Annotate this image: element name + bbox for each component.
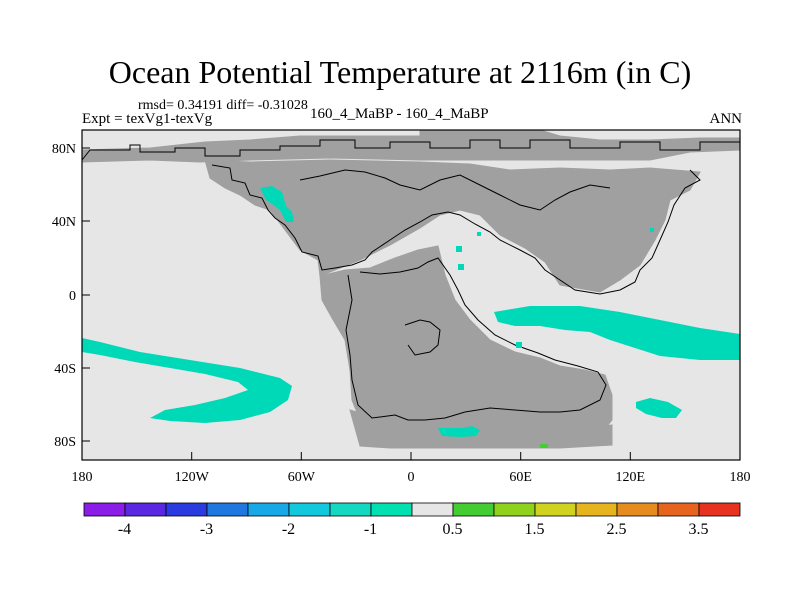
case-label: 160_4_MaBP - 160_4_MaBP [310, 106, 489, 122]
coastline-north-america [211, 164, 701, 295]
anomaly-patch-equatorial [494, 306, 740, 360]
colorbar-box [206, 502, 249, 517]
stats-line: rmsd= 0.34191 diff= -0.31028 [138, 98, 308, 113]
colorbar-box [247, 502, 290, 517]
land-northern-continent [204, 159, 701, 293]
colorbar-label: 3.5 [689, 521, 709, 538]
coastline-arctic [81, 139, 740, 161]
anomaly-dot-4 [650, 228, 654, 232]
tick-marks [81, 147, 741, 460]
coastline-south-america [345, 257, 607, 421]
anomaly-patch-north [260, 186, 294, 222]
colorbar-label: -1 [364, 521, 377, 538]
colorbar-box [657, 502, 700, 517]
colorbar-box [411, 502, 454, 517]
y-tick-label: 80S [54, 435, 76, 450]
colorbar-box [452, 502, 495, 517]
colorbar-box [165, 502, 208, 517]
season-label: ANN [709, 111, 743, 127]
colorbar-box [329, 502, 372, 517]
anomaly-patches [82, 186, 740, 448]
coastline-interior-south [404, 319, 441, 356]
anomaly-patch-south-pacific [82, 338, 292, 423]
anomaly-patch-southern [636, 398, 682, 418]
colorbar-box [124, 502, 167, 517]
figure-title: Ocean Potential Temperature at 2116m (in… [108, 54, 692, 90]
anomaly-dot-1 [456, 246, 462, 252]
y-tick-label: 80N [52, 142, 76, 157]
x-tick-label: 60W [288, 470, 316, 485]
colorbar-label: -2 [282, 521, 295, 538]
colorbar-label: 0.5 [443, 521, 463, 538]
y-tick-label: 40N [52, 215, 76, 230]
coastline-interior [299, 169, 611, 211]
y-tick-label: 0 [69, 289, 76, 304]
colorbar-box [370, 502, 413, 517]
land-masses [81, 129, 741, 449]
anomaly-patch-antarctic [438, 426, 480, 437]
colorbar-box [493, 502, 536, 517]
colorbar-label: -4 [118, 521, 131, 538]
anomaly-dot-2 [458, 264, 464, 270]
x-tick-label: 180 [72, 470, 93, 485]
colorbar-box [534, 502, 577, 517]
x-tick-label: 60E [509, 470, 532, 485]
x-tick-label: 0 [408, 470, 415, 485]
coastlines [81, 139, 740, 421]
land-southern-continent [319, 245, 613, 441]
colorbar-boxes [83, 502, 741, 517]
colorbar-label: 2.5 [607, 521, 627, 538]
colorbar-label: -3 [200, 521, 213, 538]
anomaly-dot-3 [516, 342, 522, 348]
colorbar-box [83, 502, 126, 517]
experiment-label: Expt = texVg1-texVg [82, 111, 213, 127]
x-tick-label: 180 [730, 470, 751, 485]
x-tick-label: 120E [616, 470, 646, 485]
colorbar-label: 1.5 [525, 521, 545, 538]
colorbar-box [575, 502, 618, 517]
colorbar-box [698, 502, 741, 517]
y-tick-label: 40S [54, 362, 76, 377]
colorbar-box [288, 502, 331, 517]
colorbar-box [616, 502, 659, 517]
anomaly-dot-positive [540, 444, 548, 448]
anomaly-dot-5 [477, 232, 481, 236]
x-tick-label: 120W [175, 470, 210, 485]
